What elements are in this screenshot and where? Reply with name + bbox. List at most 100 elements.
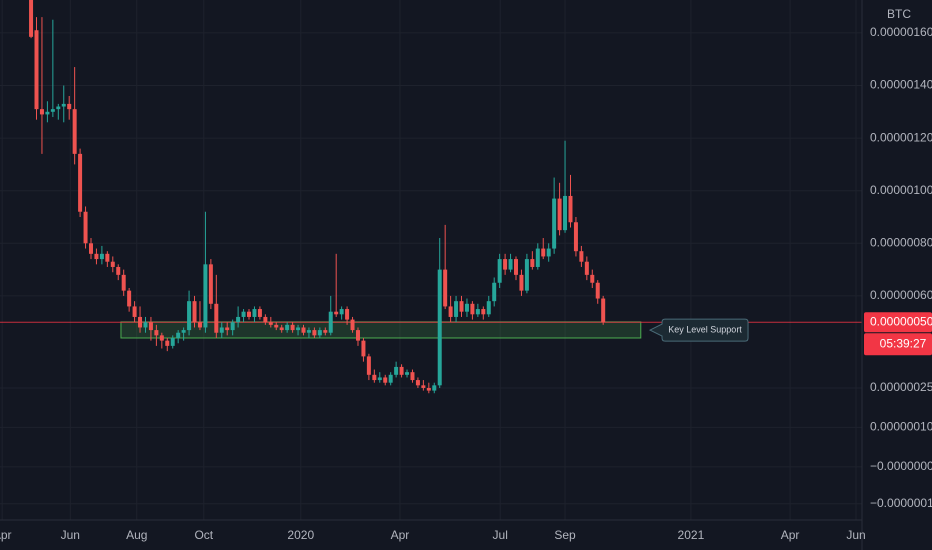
candle-body xyxy=(187,301,192,331)
candle-body xyxy=(88,243,93,254)
candle-body xyxy=(214,303,219,333)
candle-body xyxy=(306,330,311,333)
candle-body xyxy=(573,222,578,252)
x-tick-label: Apr xyxy=(0,528,12,542)
candle-body xyxy=(285,324,290,331)
callout-box xyxy=(648,318,749,342)
candle-body xyxy=(252,309,257,317)
candle-body xyxy=(323,330,328,333)
candle-body xyxy=(208,264,213,304)
candle-body xyxy=(127,290,132,307)
candle-body xyxy=(241,311,246,317)
candle-body xyxy=(366,356,371,375)
y-tick-label: 0.00000140 xyxy=(870,78,932,92)
candle-body xyxy=(83,211,88,244)
countdown-bg xyxy=(864,333,932,356)
candle-body xyxy=(541,248,546,257)
candle-body xyxy=(279,327,284,331)
candle-body xyxy=(584,261,589,275)
candle-body xyxy=(355,330,360,341)
candle-body xyxy=(519,274,524,291)
candle-body xyxy=(486,301,491,315)
candle-body xyxy=(268,322,273,325)
candle-body xyxy=(552,198,557,249)
candle-body xyxy=(388,374,393,383)
candle-body xyxy=(503,259,508,270)
candle-body xyxy=(399,366,404,375)
x-tick-label: Aug xyxy=(126,528,147,542)
time-axis-bg xyxy=(0,520,862,550)
candle-body xyxy=(165,340,170,346)
candle-body xyxy=(514,259,519,275)
candle-body xyxy=(192,301,197,323)
candle-body xyxy=(34,30,39,110)
candle-body xyxy=(339,309,344,315)
y-tick-label: 0.00000160 xyxy=(870,25,932,39)
countdown: 05:39:27 xyxy=(880,336,927,350)
y-tick-label: 0.00000060 xyxy=(870,288,932,302)
candle-body xyxy=(181,330,186,333)
candle-body xyxy=(176,332,181,338)
candle-body xyxy=(94,253,99,260)
candle-body xyxy=(334,311,339,315)
y-tick-label: −0.00000005 xyxy=(870,459,932,473)
price-label: 0.00000050 xyxy=(870,314,932,328)
candle-body xyxy=(443,269,448,307)
candle-body xyxy=(154,330,159,336)
candle-body xyxy=(159,335,164,341)
candle-body xyxy=(350,319,355,331)
y-tick-label: 0.00000010 xyxy=(870,420,932,434)
candle-body xyxy=(481,309,486,315)
candle-body xyxy=(454,301,459,317)
candle-body xyxy=(257,309,262,317)
candle-body xyxy=(312,330,317,336)
candle-body xyxy=(328,311,333,333)
candle-body xyxy=(263,316,268,323)
candle-body xyxy=(492,282,497,302)
candle-body xyxy=(203,264,208,328)
candle-body xyxy=(432,385,437,391)
candle-body xyxy=(138,316,143,328)
candle-body xyxy=(61,103,66,107)
callout-text: Key Level Support xyxy=(668,324,742,334)
candle-body xyxy=(470,303,475,315)
candle-body xyxy=(530,259,535,267)
candle-body xyxy=(105,253,110,262)
candle-body xyxy=(225,327,230,331)
candle-body xyxy=(579,251,584,262)
candle-body xyxy=(448,306,453,317)
candle-body xyxy=(78,153,83,212)
candle-body xyxy=(415,380,420,386)
candle-body xyxy=(110,261,115,267)
candle-body xyxy=(56,106,61,110)
currency-label: BTC xyxy=(887,7,911,21)
candle-body xyxy=(230,322,235,331)
candle-body xyxy=(475,309,480,315)
y-tick-label: 0.00000120 xyxy=(870,130,932,144)
candle-body xyxy=(377,377,382,381)
x-tick-label: Jun xyxy=(846,528,865,542)
candle-body xyxy=(497,259,502,283)
candle-body xyxy=(296,327,301,331)
candle-body xyxy=(426,387,431,391)
candle-body xyxy=(383,377,388,383)
candle-body xyxy=(410,372,415,381)
candle-body xyxy=(563,195,568,231)
x-tick-label: Sep xyxy=(554,528,576,542)
candle-body xyxy=(301,327,306,333)
candle-body xyxy=(290,324,295,331)
x-tick-label: 2020 xyxy=(287,528,314,542)
candle-body xyxy=(132,306,137,317)
candle-body xyxy=(67,103,72,110)
candle-body xyxy=(45,111,50,115)
price-axis-bg xyxy=(862,0,932,550)
candle-body xyxy=(170,337,175,346)
x-tick-label: Jul xyxy=(493,528,508,542)
y-tick-label: −0.00000019 xyxy=(870,496,932,510)
candle-body xyxy=(247,311,252,317)
candle-body xyxy=(568,195,573,223)
candle-body xyxy=(116,266,121,275)
y-tick-label: 0.00000100 xyxy=(870,183,932,197)
x-tick-label: Apr xyxy=(781,528,800,542)
